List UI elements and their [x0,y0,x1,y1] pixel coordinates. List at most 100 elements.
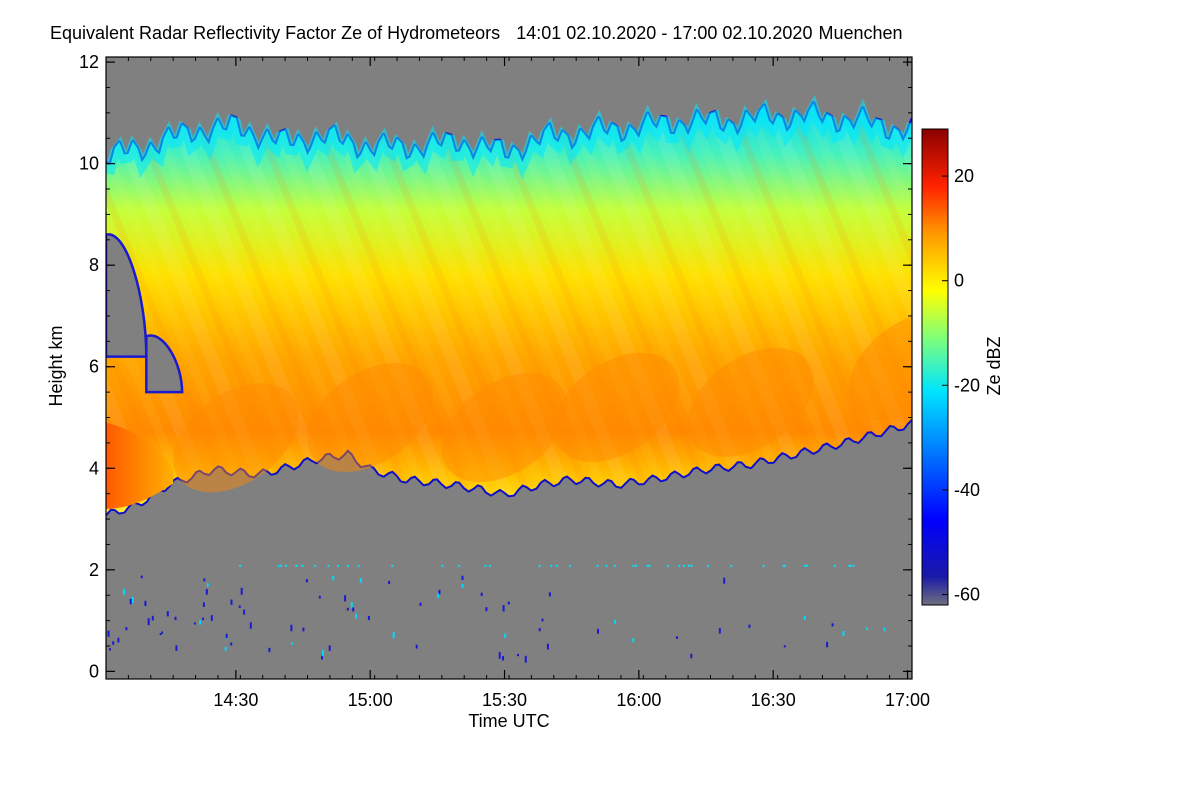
clutter-dot [461,575,464,580]
colorbar-tick-label: 20 [954,166,974,186]
clutter-dot [147,618,150,626]
x-axis-title: Time UTC [468,711,549,731]
strip-dot [666,564,669,567]
y-axis: 0 2 4 6 8 10 12 [79,52,912,681]
strip-dot [280,564,283,567]
clutter-dot [502,605,505,612]
echo-top-fringe [106,94,912,180]
strip-dot [605,564,608,567]
strip-dot [538,564,541,567]
clutter-dot [437,592,440,598]
colorbar-ticks: 20 0 -20 -40 -60 [942,166,980,605]
strip-dot [848,564,851,567]
x-tick-label: 16:30 [751,690,796,710]
strip-dot [632,564,635,567]
clutter-dot [318,595,321,599]
strip-dot [295,564,298,567]
clutter-dot [109,648,111,651]
clutter-dot [524,655,527,663]
clutter-dot [831,623,834,627]
clutter-dot [548,592,551,597]
strip-dot [346,564,349,567]
clutter-dot [230,642,233,646]
reflectivity-core [307,363,434,473]
clutter-dot [783,645,786,648]
reflectivity-core [172,383,299,493]
clutter-dot [240,587,243,595]
clutter-dot [125,627,128,631]
x-tick-label: 14:30 [213,690,258,710]
strip-dot [852,564,855,567]
clutter-dot [438,589,441,595]
strip-dot [327,564,330,567]
left-rain-core [106,422,174,509]
clutter-dot [597,628,599,634]
strip-dot [277,564,280,567]
precipitation-echo [106,94,912,516]
clutter-dot [238,605,241,608]
x-tick-label: 15:00 [348,690,393,710]
reflectivity-core [441,373,568,483]
clutter-dot [151,615,154,621]
strip-dot [239,564,242,567]
x-tick-label: 16:00 [616,690,661,710]
strip-dot [301,564,304,567]
clutter-dot [129,598,132,605]
strip-dot [613,564,616,567]
clutter-dot [367,615,370,621]
colorbar-tick-label: -20 [954,375,980,395]
strip-dot [678,564,681,567]
strip-dot [683,564,685,567]
clutter-dot [205,589,208,595]
clutter-dot [352,607,355,612]
clutter-dot [690,653,693,659]
x-axis: 14:30 15:00 15:30 16:00 16:30 17:00 [105,57,930,710]
clutter-dot [328,645,331,651]
clutter-dot [866,627,869,630]
clutter-dot [392,632,395,639]
strip-dot [596,564,599,567]
clutter-dot [676,636,678,639]
clutter-dot [202,602,205,607]
clutter-dot [210,615,213,621]
clutter-dot [117,637,120,643]
clutter-dot [131,597,134,604]
clutter-dot [517,653,519,657]
strip-dot [833,564,836,567]
strip-dot [391,564,394,567]
reflectivity-core [553,352,680,462]
clutter-dot [122,588,125,595]
clutter-dot [193,622,196,625]
strip-dot [849,564,852,567]
x-tick-label: 17:00 [885,690,930,710]
plot-area [106,57,912,679]
strip-dot [784,564,786,567]
clutter-dot [359,578,362,583]
strip-dot [635,564,638,567]
strip-dot [357,564,360,567]
strip-dot [484,564,487,567]
clutter-dot [161,631,164,634]
strip-dot [646,564,649,567]
clutter-dot [485,607,488,612]
colorbar-tick-label: 0 [954,271,964,291]
strip-dot [337,564,340,567]
clutter-dot [291,642,294,645]
strip-dot [762,564,765,567]
clutter-dot [538,628,541,632]
fall-streaks [106,103,912,514]
clutter-dot [842,631,845,637]
clutter-dot [498,652,501,659]
clutter-dot [415,644,418,649]
colorbar-tick-label: -60 [954,585,980,605]
reflectivity-cores [172,312,912,493]
clutter-dot [480,592,483,596]
clutter-dot [419,602,422,606]
clutter-dot [388,580,391,585]
clutter-dot [346,607,349,611]
y-tick-label: 2 [89,560,99,580]
y-axis-title: Height km [46,325,66,406]
clutter-dot [140,575,143,579]
clutter-dot [268,647,271,653]
chart-title: Equivalent Radar Reflectivity Factor Ze … [50,23,903,43]
